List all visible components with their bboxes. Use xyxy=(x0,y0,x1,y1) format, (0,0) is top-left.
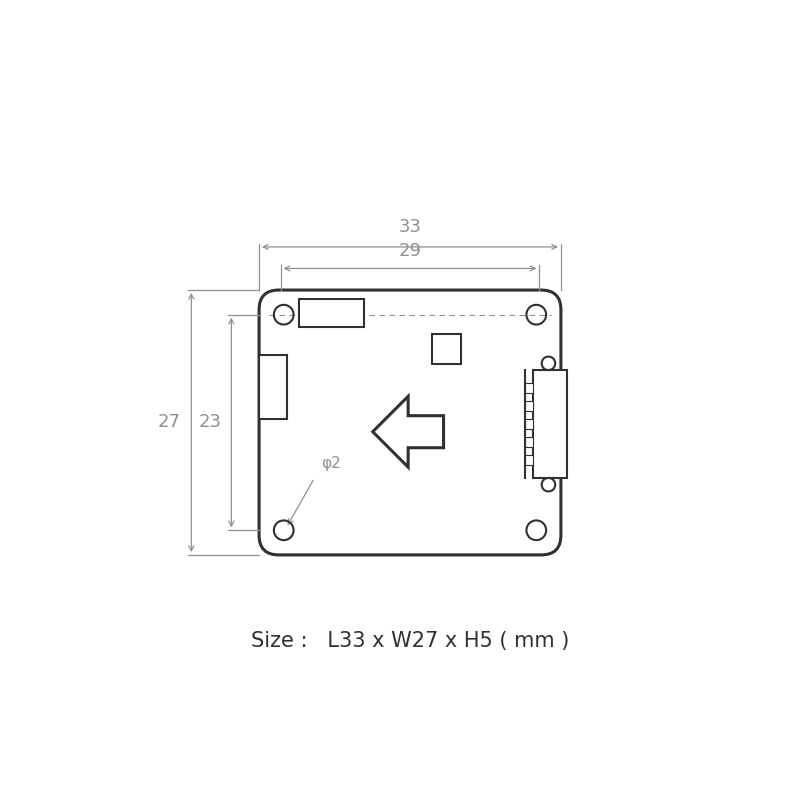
Text: 29: 29 xyxy=(398,242,422,261)
Bar xyxy=(525,418,534,430)
FancyBboxPatch shape xyxy=(259,290,561,555)
Bar xyxy=(534,370,567,478)
Text: 23: 23 xyxy=(199,414,222,431)
Bar xyxy=(525,437,534,447)
Text: 27: 27 xyxy=(158,414,180,431)
Bar xyxy=(259,354,287,419)
Bar xyxy=(525,454,534,466)
Bar xyxy=(431,334,461,364)
Text: 33: 33 xyxy=(398,218,422,236)
Text: Size :   L33 x W27 x H5 ( mm ): Size : L33 x W27 x H5 ( mm ) xyxy=(251,631,569,651)
Bar xyxy=(299,299,364,327)
Bar xyxy=(525,401,534,411)
Polygon shape xyxy=(373,396,443,467)
Bar xyxy=(525,382,534,394)
Text: φ2: φ2 xyxy=(321,455,341,470)
